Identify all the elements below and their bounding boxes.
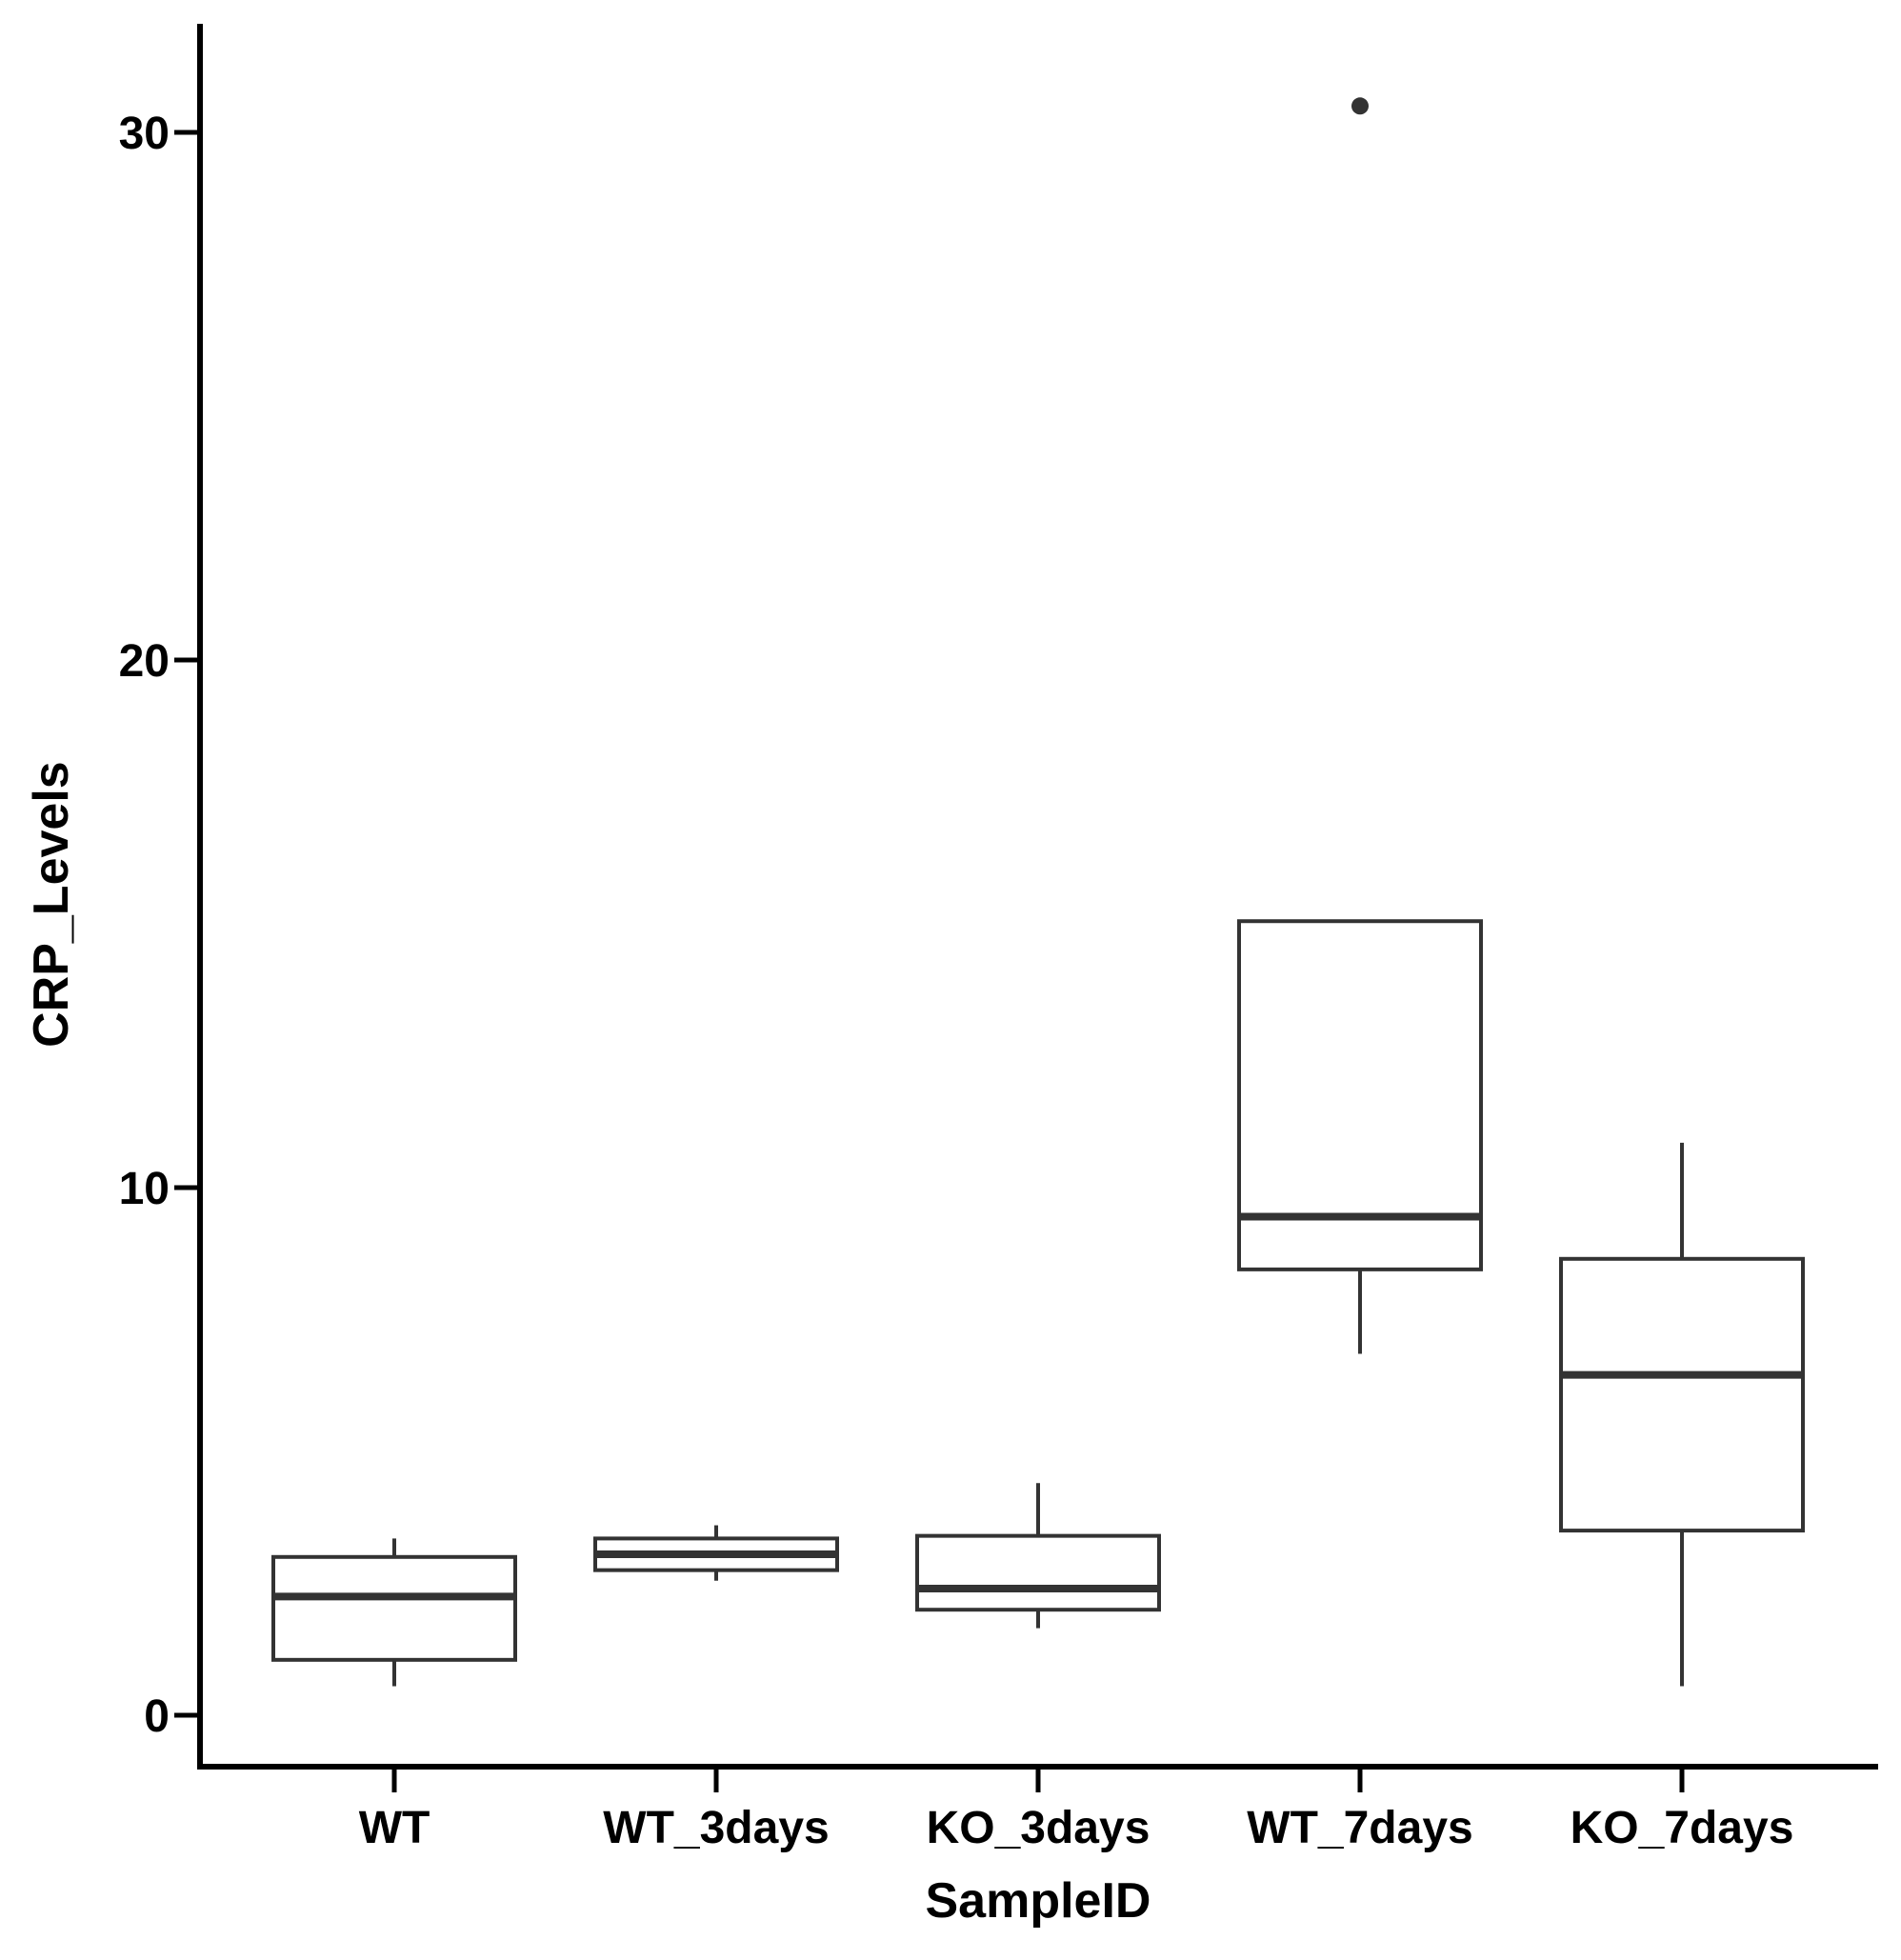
y-tick-label: 20 bbox=[119, 636, 170, 687]
x-tick-label: WT bbox=[359, 1803, 430, 1853]
box-plot-series bbox=[271, 97, 1805, 1687]
x-axis-title: SampleID bbox=[926, 1873, 1151, 1929]
iqr-box bbox=[1237, 919, 1483, 1271]
y-tick-label: 10 bbox=[119, 1164, 170, 1214]
iqr-box bbox=[915, 1533, 1161, 1612]
y-axis-title: CRP_Levels bbox=[24, 761, 79, 1048]
box-ko-7days bbox=[1559, 1142, 1805, 1687]
x-tick-label: WT_7days bbox=[1247, 1803, 1472, 1853]
iqr-box bbox=[271, 1554, 517, 1662]
y-tick-label: 0 bbox=[144, 1691, 170, 1742]
outlier-point bbox=[1351, 97, 1369, 115]
box-wt bbox=[271, 1538, 517, 1687]
iqr-box bbox=[1559, 1256, 1805, 1533]
box-wt-3days bbox=[593, 1525, 839, 1581]
x-tick-label: KO_7days bbox=[1571, 1803, 1794, 1853]
x-tick-label: KO_3days bbox=[927, 1803, 1151, 1853]
box-ko-3days bbox=[915, 1483, 1161, 1629]
x-tick-label: WT_3days bbox=[603, 1803, 829, 1853]
box-wt-7days bbox=[1237, 97, 1483, 1354]
axes: 0 10 20 30 WT WT_3days KO_3days WT_7days KO_7day… bbox=[119, 24, 1878, 1853]
y-tick-label: 30 bbox=[119, 109, 170, 159]
